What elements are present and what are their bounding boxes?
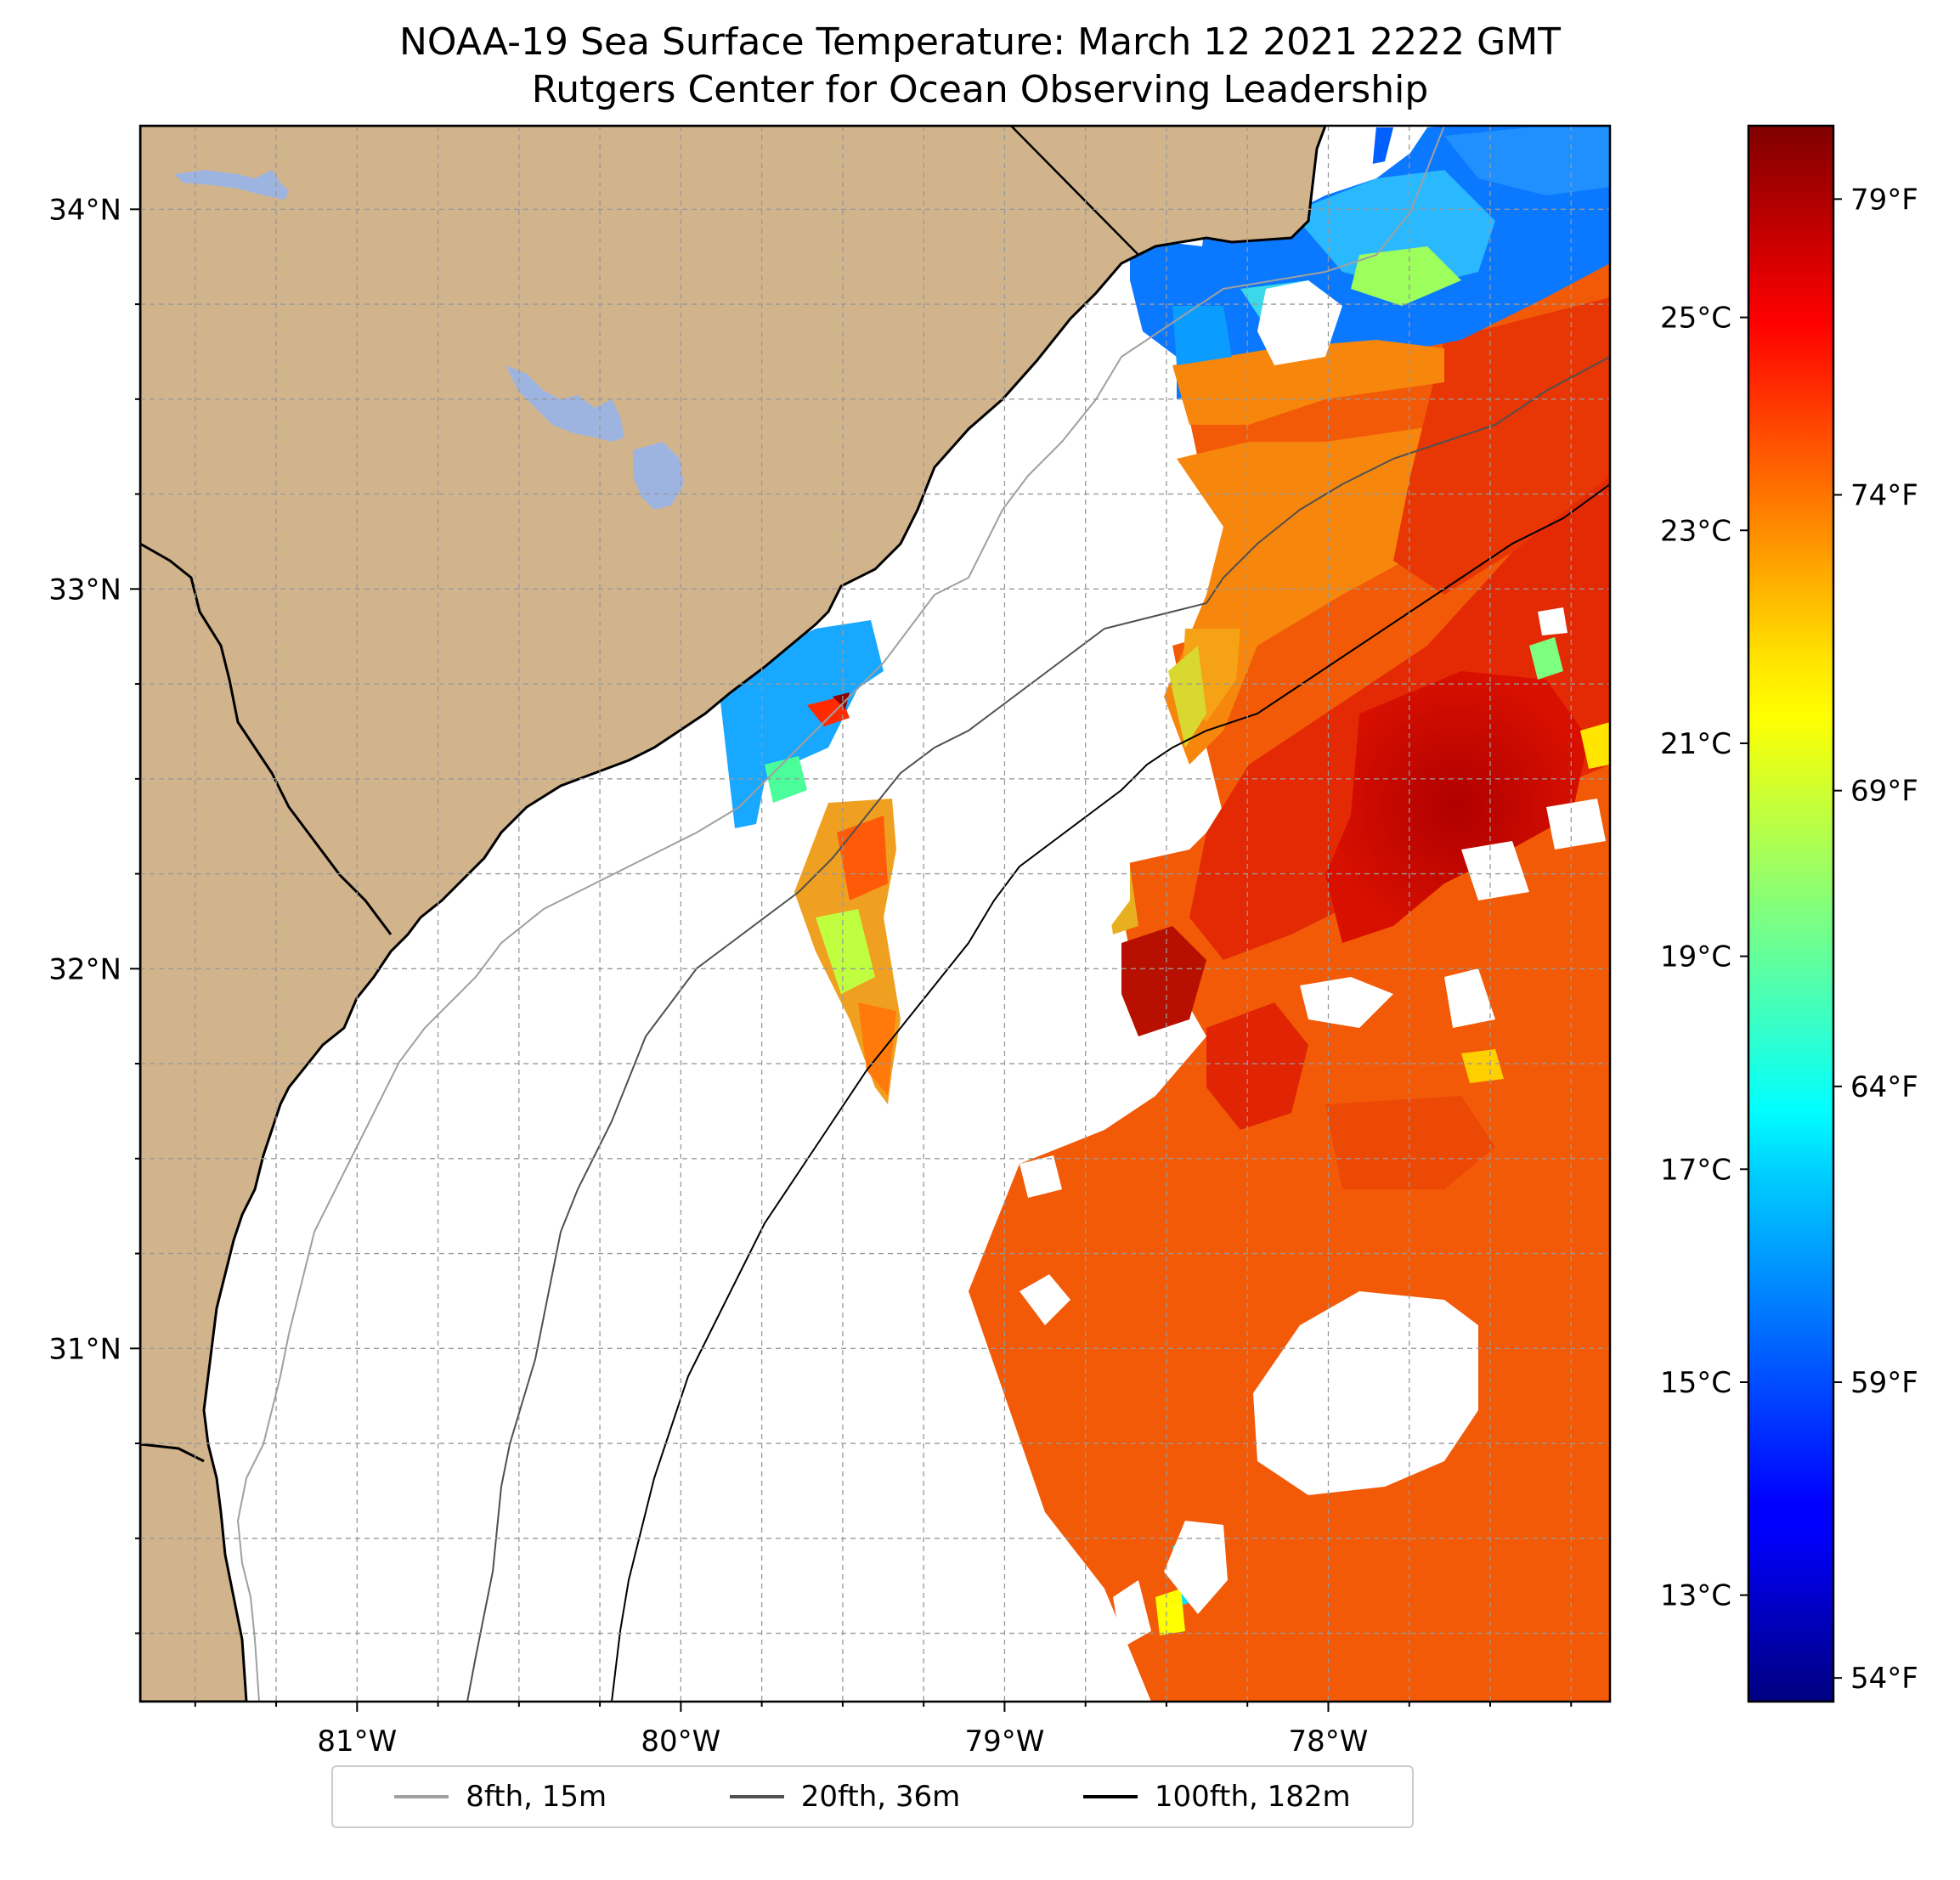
x-tick-label: 81°W	[317, 1725, 397, 1759]
gridlines	[140, 126, 1610, 1702]
celsius-tick-label: 13°C	[1660, 1579, 1731, 1613]
colorbar	[1747, 124, 1835, 1703]
fahrenheit-tick-label: 54°F	[1850, 1662, 1918, 1696]
x-tick-label: 78°W	[1289, 1725, 1369, 1759]
x-tick-label: 79°W	[964, 1725, 1044, 1759]
celsius-tick-label: 15°C	[1660, 1366, 1731, 1400]
isobath-20fth	[466, 356, 1610, 1702]
state-border	[1010, 126, 1139, 256]
river-border	[140, 542, 393, 935]
y-tick-label: 32°N	[48, 952, 121, 986]
legend-label: 100fth, 182m	[1154, 1780, 1351, 1814]
celsius-tick-label: 17°C	[1660, 1153, 1731, 1187]
isobath-8fth	[236, 126, 1445, 1702]
isobath-legend: 8fth, 15m 20fth, 36m 100fth, 182m	[331, 1765, 1414, 1828]
colorbar-celsius-axis: 25°C 23°C 21°C 19°C 17°C 15°C 13°C	[1660, 302, 1748, 1613]
isobath-100fth	[611, 483, 1610, 1702]
celsius-tick-label: 21°C	[1660, 727, 1731, 761]
y-axis: 34°N 33°N 32°N 31°N	[48, 193, 140, 1634]
legend-line-swatch	[729, 1795, 784, 1798]
land	[140, 126, 1327, 1702]
y-tick-label: 33°N	[48, 573, 121, 607]
legend-label: 20fth, 36m	[800, 1780, 961, 1814]
celsius-tick-label: 19°C	[1660, 940, 1731, 974]
celsius-tick-label: 25°C	[1660, 302, 1731, 336]
x-tick-label: 80°W	[641, 1725, 720, 1759]
y-tick-label: 31°N	[48, 1332, 121, 1366]
legend-item: 8fth, 15m	[394, 1780, 607, 1814]
no-data-mask	[960, 126, 1606, 1648]
legend-item: 20fth, 36m	[729, 1780, 961, 1814]
lakes	[174, 170, 684, 510]
legend-item: 100fth, 182m	[1082, 1780, 1351, 1814]
fahrenheit-tick-label: 74°F	[1850, 479, 1918, 513]
map-frame	[138, 124, 1612, 1703]
map-title: NOAA-19 Sea Surface Temperature: March 1…	[398, 20, 1562, 64]
colorbar-fahrenheit-axis: 79°F 74°F 69°F 64°F 59°F 54°F	[1833, 183, 1918, 1696]
legend-line-swatch	[1082, 1795, 1138, 1798]
map-subtitle: Rutgers Center for Ocean Observing Leade…	[531, 68, 1429, 111]
fahrenheit-tick-label: 64°F	[1850, 1070, 1918, 1104]
fahrenheit-tick-label: 69°F	[1850, 775, 1918, 809]
fahrenheit-tick-label: 79°F	[1850, 183, 1918, 217]
celsius-tick-label: 23°C	[1660, 514, 1731, 548]
legend-line-swatch	[394, 1795, 449, 1798]
fahrenheit-tick-label: 59°F	[1850, 1366, 1918, 1400]
legend-label: 8fth, 15m	[466, 1780, 607, 1814]
y-tick-label: 34°N	[48, 193, 121, 227]
x-axis: 81°W 80°W 79°W 78°W	[194, 1702, 1573, 1759]
